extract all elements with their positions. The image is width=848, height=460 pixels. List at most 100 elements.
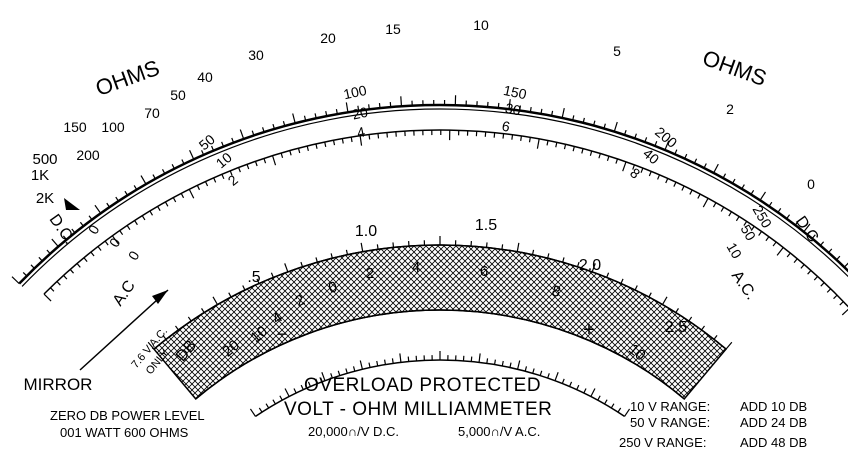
db-tick — [517, 360, 521, 370]
range-10v-label: 10 V RANGE: — [630, 399, 711, 414]
dc-tick — [157, 206, 161, 212]
sensitivity-dc: 20,000∩/V D.C. — [308, 424, 399, 439]
ohms-number: 15 — [385, 21, 401, 37]
title-line-1: OVERLOAD PROTECTED — [304, 375, 542, 396]
ohms-tick — [51, 238, 59, 248]
db-tick — [284, 388, 290, 397]
ohms-tick — [794, 220, 799, 226]
db-plus-sign: + — [583, 319, 595, 341]
dc-tick — [188, 189, 195, 199]
range-250v-label: 250 V RANGE: — [619, 435, 707, 450]
ac-tick — [284, 263, 289, 273]
dc-tick — [221, 173, 225, 180]
dc-tick — [520, 135, 523, 141]
ohms-number: 200 — [76, 147, 100, 163]
db-tick — [258, 407, 263, 413]
ohms-tick — [368, 104, 370, 110]
db-tick — [509, 362, 512, 368]
dc-tick — [702, 198, 709, 208]
db-tick — [293, 388, 297, 394]
dc-label-right: D.C — [792, 213, 822, 245]
ohms-tick — [22, 271, 28, 277]
db-tick — [376, 360, 379, 367]
dc-tick — [632, 164, 636, 170]
dc-tick — [341, 138, 344, 144]
ohms-tick — [750, 189, 755, 195]
ohms-tick — [272, 123, 275, 130]
dc-tick — [563, 144, 567, 150]
ohms-number: 1K — [31, 167, 49, 184]
dc-tick — [673, 181, 677, 187]
ohms-tick — [282, 120, 286, 127]
ohms-tick — [140, 175, 147, 185]
ohms-tick — [803, 223, 811, 233]
ac-tick — [315, 257, 318, 263]
ohms-tick — [777, 208, 782, 213]
dc-tick — [833, 294, 838, 300]
dc-tick — [172, 197, 177, 203]
db-tick — [391, 358, 394, 364]
dc-tick — [164, 201, 169, 207]
ac-tick — [376, 244, 379, 250]
dc-tick — [728, 211, 732, 217]
dc-tick — [119, 230, 124, 236]
dc-tick — [640, 167, 644, 173]
ac-tick — [713, 335, 718, 340]
ohms-tick — [303, 115, 307, 121]
dc-low-number: 2 — [225, 171, 241, 188]
ohms-number: 5 — [613, 43, 621, 59]
db-tick — [576, 384, 580, 390]
ohms-arc-outer — [18, 103, 848, 285]
ac-tick — [212, 296, 219, 305]
ohms-tick — [189, 150, 195, 160]
ohms-tick — [201, 150, 205, 156]
ohms-tick — [811, 234, 816, 239]
db-tick — [300, 384, 304, 390]
ohms-tick — [38, 256, 43, 262]
dc-tick — [289, 150, 292, 156]
ohms-tick — [836, 255, 841, 261]
dc-tick — [689, 189, 693, 195]
ohms-tick — [115, 196, 120, 202]
dc-tick — [104, 240, 109, 246]
ohms-label-left: OHMS — [92, 55, 163, 101]
dc-tick — [598, 153, 601, 159]
ac-tick — [330, 253, 333, 259]
dc-tick — [69, 269, 75, 274]
dc-tick — [180, 193, 185, 199]
ohms-tick — [634, 133, 637, 139]
ohms-tick — [644, 137, 648, 143]
ac-tick — [345, 249, 349, 255]
dc-tick — [743, 221, 748, 226]
dc-tick — [841, 308, 848, 316]
ohms-number: 2 — [726, 101, 734, 117]
dc-tick — [581, 148, 584, 154]
dc-tick — [807, 270, 812, 275]
ac-tick — [591, 263, 596, 273]
db-tick — [554, 372, 559, 381]
db-arc — [255, 359, 625, 418]
ohms-tick — [171, 164, 175, 170]
ac-tick — [242, 285, 246, 291]
db-tick — [359, 360, 363, 370]
dc-tick — [43, 293, 52, 302]
ohms-tick — [786, 214, 791, 220]
ac-tick — [201, 308, 205, 313]
db-tick — [539, 370, 543, 376]
dc-tick — [528, 137, 531, 143]
dc-tick — [111, 235, 119, 245]
ohms-tick — [152, 174, 156, 180]
ohms-tick — [722, 173, 727, 179]
dc-tick — [606, 155, 610, 162]
ohms-tick — [325, 111, 328, 117]
dc-tick — [280, 152, 284, 158]
db-tick — [617, 407, 622, 413]
ohms-tick — [211, 145, 215, 151]
db-tick — [624, 408, 631, 417]
ohms-tick — [674, 149, 678, 155]
ohms-tick — [345, 102, 349, 113]
ohms-tick — [508, 99, 511, 110]
dc-mid-number: 0 — [106, 235, 124, 250]
